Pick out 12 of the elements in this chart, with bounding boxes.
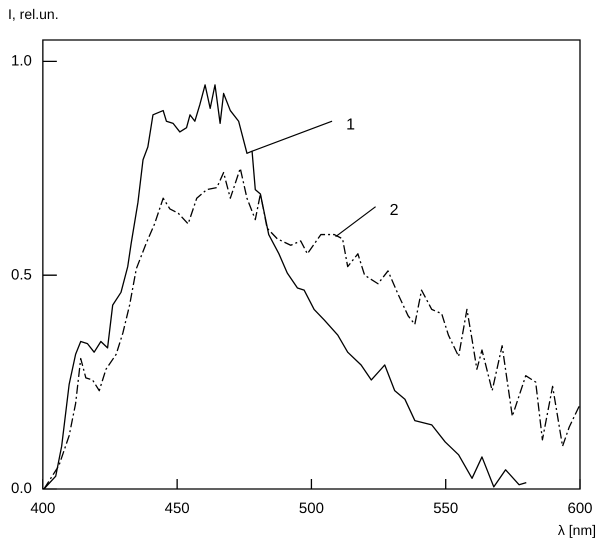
annotation: 1: [346, 116, 356, 134]
y-tick-label: 0.0: [10, 480, 32, 498]
x-tick-label: 450: [164, 500, 190, 518]
y-axis-title: I, rel.un.: [8, 6, 59, 22]
x-tick-label: 500: [298, 500, 324, 518]
y-tick-label: 1.0: [10, 52, 32, 70]
x-tick-label: 600: [567, 500, 593, 518]
y-tick-label: 0.5: [10, 266, 32, 284]
x-tick-label: 400: [30, 500, 56, 518]
annotation: 2: [390, 202, 399, 220]
x-axis-title: λ [nm]: [558, 522, 596, 538]
x-tick-label: 550: [433, 500, 458, 518]
